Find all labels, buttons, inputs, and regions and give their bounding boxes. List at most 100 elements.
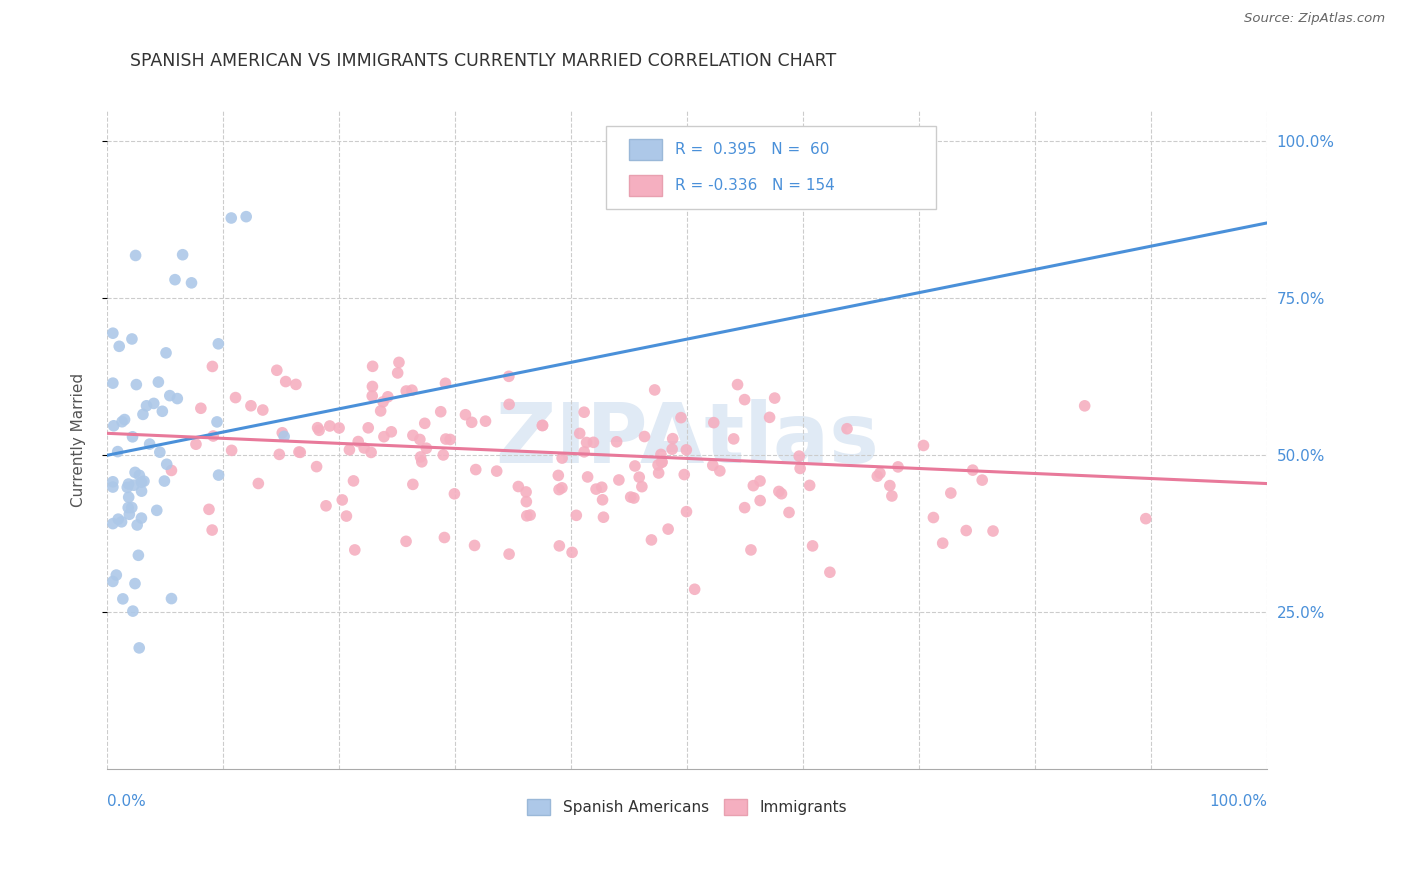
Point [155, 346, 177, 360]
Point [347, 434, 370, 449]
Point [202, 429, 225, 443]
Point [274, 375, 297, 389]
Point [624, 458, 647, 473]
Point [485, 464, 508, 478]
Point [357, 421, 380, 435]
Point [127, 518, 149, 533]
Point [387, 366, 409, 380]
Point [789, 461, 811, 475]
Point [131, 511, 153, 525]
Point [723, 432, 745, 446]
Point [633, 429, 655, 443]
Point [799, 478, 821, 492]
Point [198, 502, 221, 516]
Point [498, 547, 520, 561]
Point [742, 478, 765, 492]
Point [572, 445, 595, 459]
Point [160, 591, 183, 606]
Point [166, 392, 188, 406]
Point [172, 248, 194, 262]
Point [620, 490, 643, 504]
Point [121, 430, 143, 444]
Point [651, 455, 673, 469]
Point [122, 478, 145, 492]
Point [342, 474, 364, 488]
Point [962, 463, 984, 477]
Point [675, 505, 697, 519]
Point [498, 397, 520, 411]
Point [623, 491, 645, 505]
Point [734, 392, 756, 407]
Point [887, 459, 910, 474]
Point [749, 493, 772, 508]
Point [464, 462, 486, 476]
Point [132, 474, 155, 488]
Point [101, 480, 124, 494]
Point [377, 390, 399, 404]
Point [443, 487, 465, 501]
Text: SPANISH AMERICAN VS IMMIGRANTS CURRENTLY MARRIED CORRELATION CHART: SPANISH AMERICAN VS IMMIGRANTS CURRENTLY… [131, 53, 837, 70]
Point [434, 432, 457, 446]
Point [118, 490, 141, 504]
Point [201, 523, 224, 537]
Point [388, 355, 411, 369]
Point [922, 510, 945, 524]
Point [225, 391, 247, 405]
Point [657, 522, 679, 536]
Point [330, 492, 353, 507]
Point [360, 445, 382, 459]
Point [153, 474, 176, 488]
Point [111, 591, 134, 606]
Point [266, 363, 288, 377]
Point [702, 458, 724, 473]
Point [650, 447, 672, 461]
Point [159, 389, 181, 403]
Point [101, 574, 124, 589]
Point [768, 484, 790, 499]
Point [121, 500, 143, 515]
FancyBboxPatch shape [628, 176, 662, 196]
Point [142, 396, 165, 410]
Point [370, 404, 392, 418]
Point [269, 447, 291, 461]
Point [150, 404, 173, 418]
Point [434, 376, 457, 391]
Point [335, 509, 357, 524]
Point [413, 417, 436, 431]
Point [439, 433, 461, 447]
Point [835, 422, 858, 436]
Point [273, 429, 295, 443]
Point [190, 401, 212, 416]
Point [515, 485, 537, 500]
Point [247, 476, 270, 491]
Y-axis label: Currently Married: Currently Married [72, 373, 86, 507]
Point [572, 405, 595, 419]
Point [415, 441, 437, 455]
Point [669, 410, 692, 425]
Point [644, 383, 666, 397]
Point [117, 480, 139, 494]
Point [1073, 399, 1095, 413]
Point [128, 640, 150, 655]
Point [107, 512, 129, 526]
Text: 100.0%: 100.0% [1209, 794, 1267, 808]
Point [565, 508, 588, 523]
Point [734, 500, 756, 515]
Point [395, 534, 418, 549]
Point [284, 377, 307, 392]
Point [101, 326, 124, 341]
Point [353, 441, 375, 455]
Point [879, 478, 901, 492]
Point [117, 500, 139, 515]
Point [156, 457, 179, 471]
Point [628, 470, 651, 484]
Point [127, 549, 149, 563]
Point [575, 435, 598, 450]
Point [121, 332, 143, 346]
Point [551, 481, 574, 495]
Point [319, 419, 342, 434]
Point [576, 470, 599, 484]
Point [551, 451, 574, 466]
Point [432, 448, 454, 462]
Point [148, 375, 170, 389]
